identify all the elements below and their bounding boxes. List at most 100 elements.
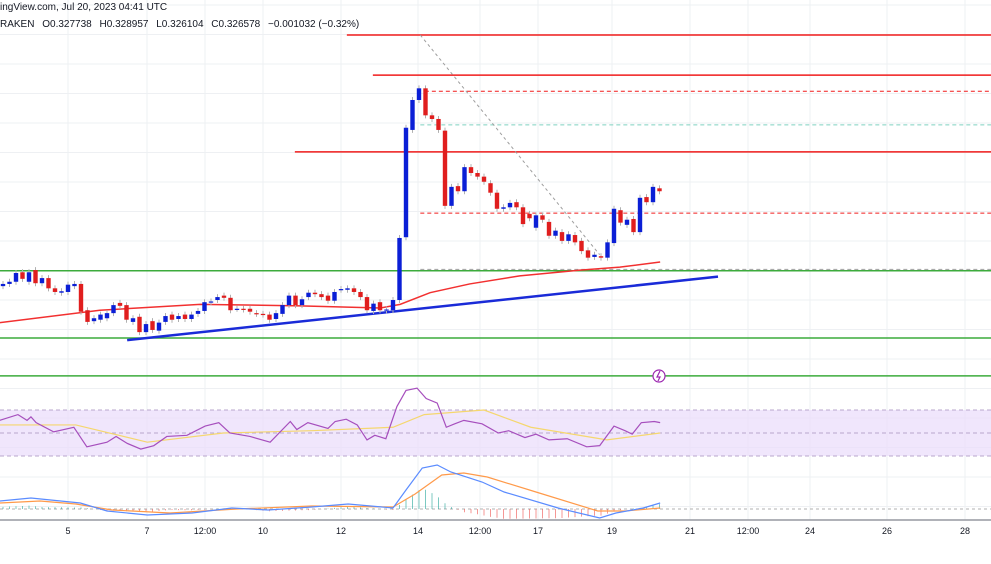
candle-down [241, 308, 246, 310]
x-tick: 28 [960, 526, 970, 536]
candle-down [117, 302, 123, 306]
rsi-pane [0, 387, 991, 457]
lightning-icon[interactable] [652, 369, 666, 383]
close-value: C0.326578 [211, 19, 261, 30]
moving-average-line [0, 261, 661, 324]
support-trendline [127, 275, 719, 342]
x-tick: 12:00 [469, 526, 492, 536]
candle-down [488, 183, 493, 193]
candle-up [449, 186, 454, 206]
chart-source-line: ingView.com, Jul 20, 2023 04:41 UTC [0, 2, 168, 13]
candle-down [85, 310, 90, 322]
dotted-trendline [419, 34, 601, 256]
candle-down [182, 314, 188, 319]
candle-down [559, 232, 565, 241]
candle-up [384, 309, 389, 311]
trendlines[interactable] [0, 34, 719, 342]
candle-up [111, 305, 116, 314]
x-tick: 10 [258, 526, 268, 536]
candle-down [442, 130, 448, 206]
candle-up [553, 230, 558, 236]
candle-down [423, 88, 428, 116]
candle-down [247, 308, 253, 312]
x-tick: 21 [685, 526, 695, 536]
candle-up [410, 100, 415, 130]
x-tick: 12 [336, 526, 346, 536]
x-tick: 26 [882, 526, 892, 536]
rsi-line [0, 387, 661, 450]
candle-up [143, 324, 149, 333]
candle-up [273, 313, 279, 319]
candle-up [397, 237, 402, 300]
candle-down [20, 272, 25, 279]
candle-down [540, 215, 545, 220]
candle-down [377, 302, 383, 311]
candle-down [325, 295, 331, 301]
ohlc-legend: RAKEN O0.327738 H0.328957 L0.326104 C0.3… [0, 19, 364, 30]
candle-down [494, 192, 500, 209]
macd-line [0, 464, 661, 519]
candle-down [520, 207, 526, 225]
candle-down [150, 321, 155, 330]
candle-up [26, 272, 32, 282]
candle-down [514, 202, 519, 208]
candle-up [611, 208, 617, 244]
candle-down [481, 176, 487, 182]
candle-up [501, 207, 506, 209]
horizontal-levels[interactable] [0, 34, 991, 377]
candle-up [98, 314, 103, 320]
time-axis[interactable]: 5 7 12:00 10 12 14 12:00 17 19 21 12:00 … [65, 526, 970, 536]
candle-down [546, 221, 552, 236]
candle-down [260, 313, 266, 316]
macd-pane [0, 464, 991, 519]
low-value: L0.326104 [156, 19, 204, 30]
candle-down [429, 115, 435, 119]
x-tick: 17 [533, 526, 543, 536]
candle-down [33, 270, 38, 284]
candle-up [13, 272, 19, 282]
candle-up [462, 167, 467, 192]
candle-up [59, 291, 64, 293]
candle-up [403, 127, 409, 238]
high-value: H0.328957 [99, 19, 149, 30]
candle-down [455, 186, 461, 192]
candle-up [65, 284, 71, 292]
candle-down [78, 283, 84, 312]
candle-up [566, 234, 571, 241]
candle-up [104, 313, 110, 319]
candle-up [72, 283, 77, 287]
candle-down [527, 213, 532, 219]
candle-down [319, 294, 324, 298]
candle-up [345, 288, 350, 290]
x-tick: 19 [607, 526, 617, 536]
candle-down [228, 297, 233, 311]
candle-down [364, 297, 370, 311]
candle-down [137, 316, 142, 333]
candle-up [306, 292, 311, 298]
candle-down [169, 314, 175, 320]
x-tick: 12:00 [737, 526, 760, 536]
candle-down [618, 210, 623, 223]
x-tick: 7 [144, 526, 149, 536]
candle-up [637, 197, 643, 233]
candle-down [351, 288, 357, 292]
candles [0, 85, 662, 336]
candle-up [605, 242, 610, 258]
candle-up [416, 88, 422, 100]
x-tick: 24 [805, 526, 815, 536]
candle-up [592, 254, 597, 257]
candle-down [293, 295, 298, 306]
x-tick: 12:00 [194, 526, 217, 536]
candle-up [156, 322, 162, 331]
candle-down [124, 305, 129, 320]
candle-down [254, 313, 259, 315]
candle-down [312, 292, 318, 295]
candle-up [507, 202, 513, 208]
candle-up [208, 301, 214, 303]
candle-up [7, 281, 12, 284]
exchange-label: RAKEN [0, 19, 35, 30]
candle-down [221, 295, 227, 298]
candle-up [650, 186, 656, 203]
candle-up [195, 310, 201, 314]
